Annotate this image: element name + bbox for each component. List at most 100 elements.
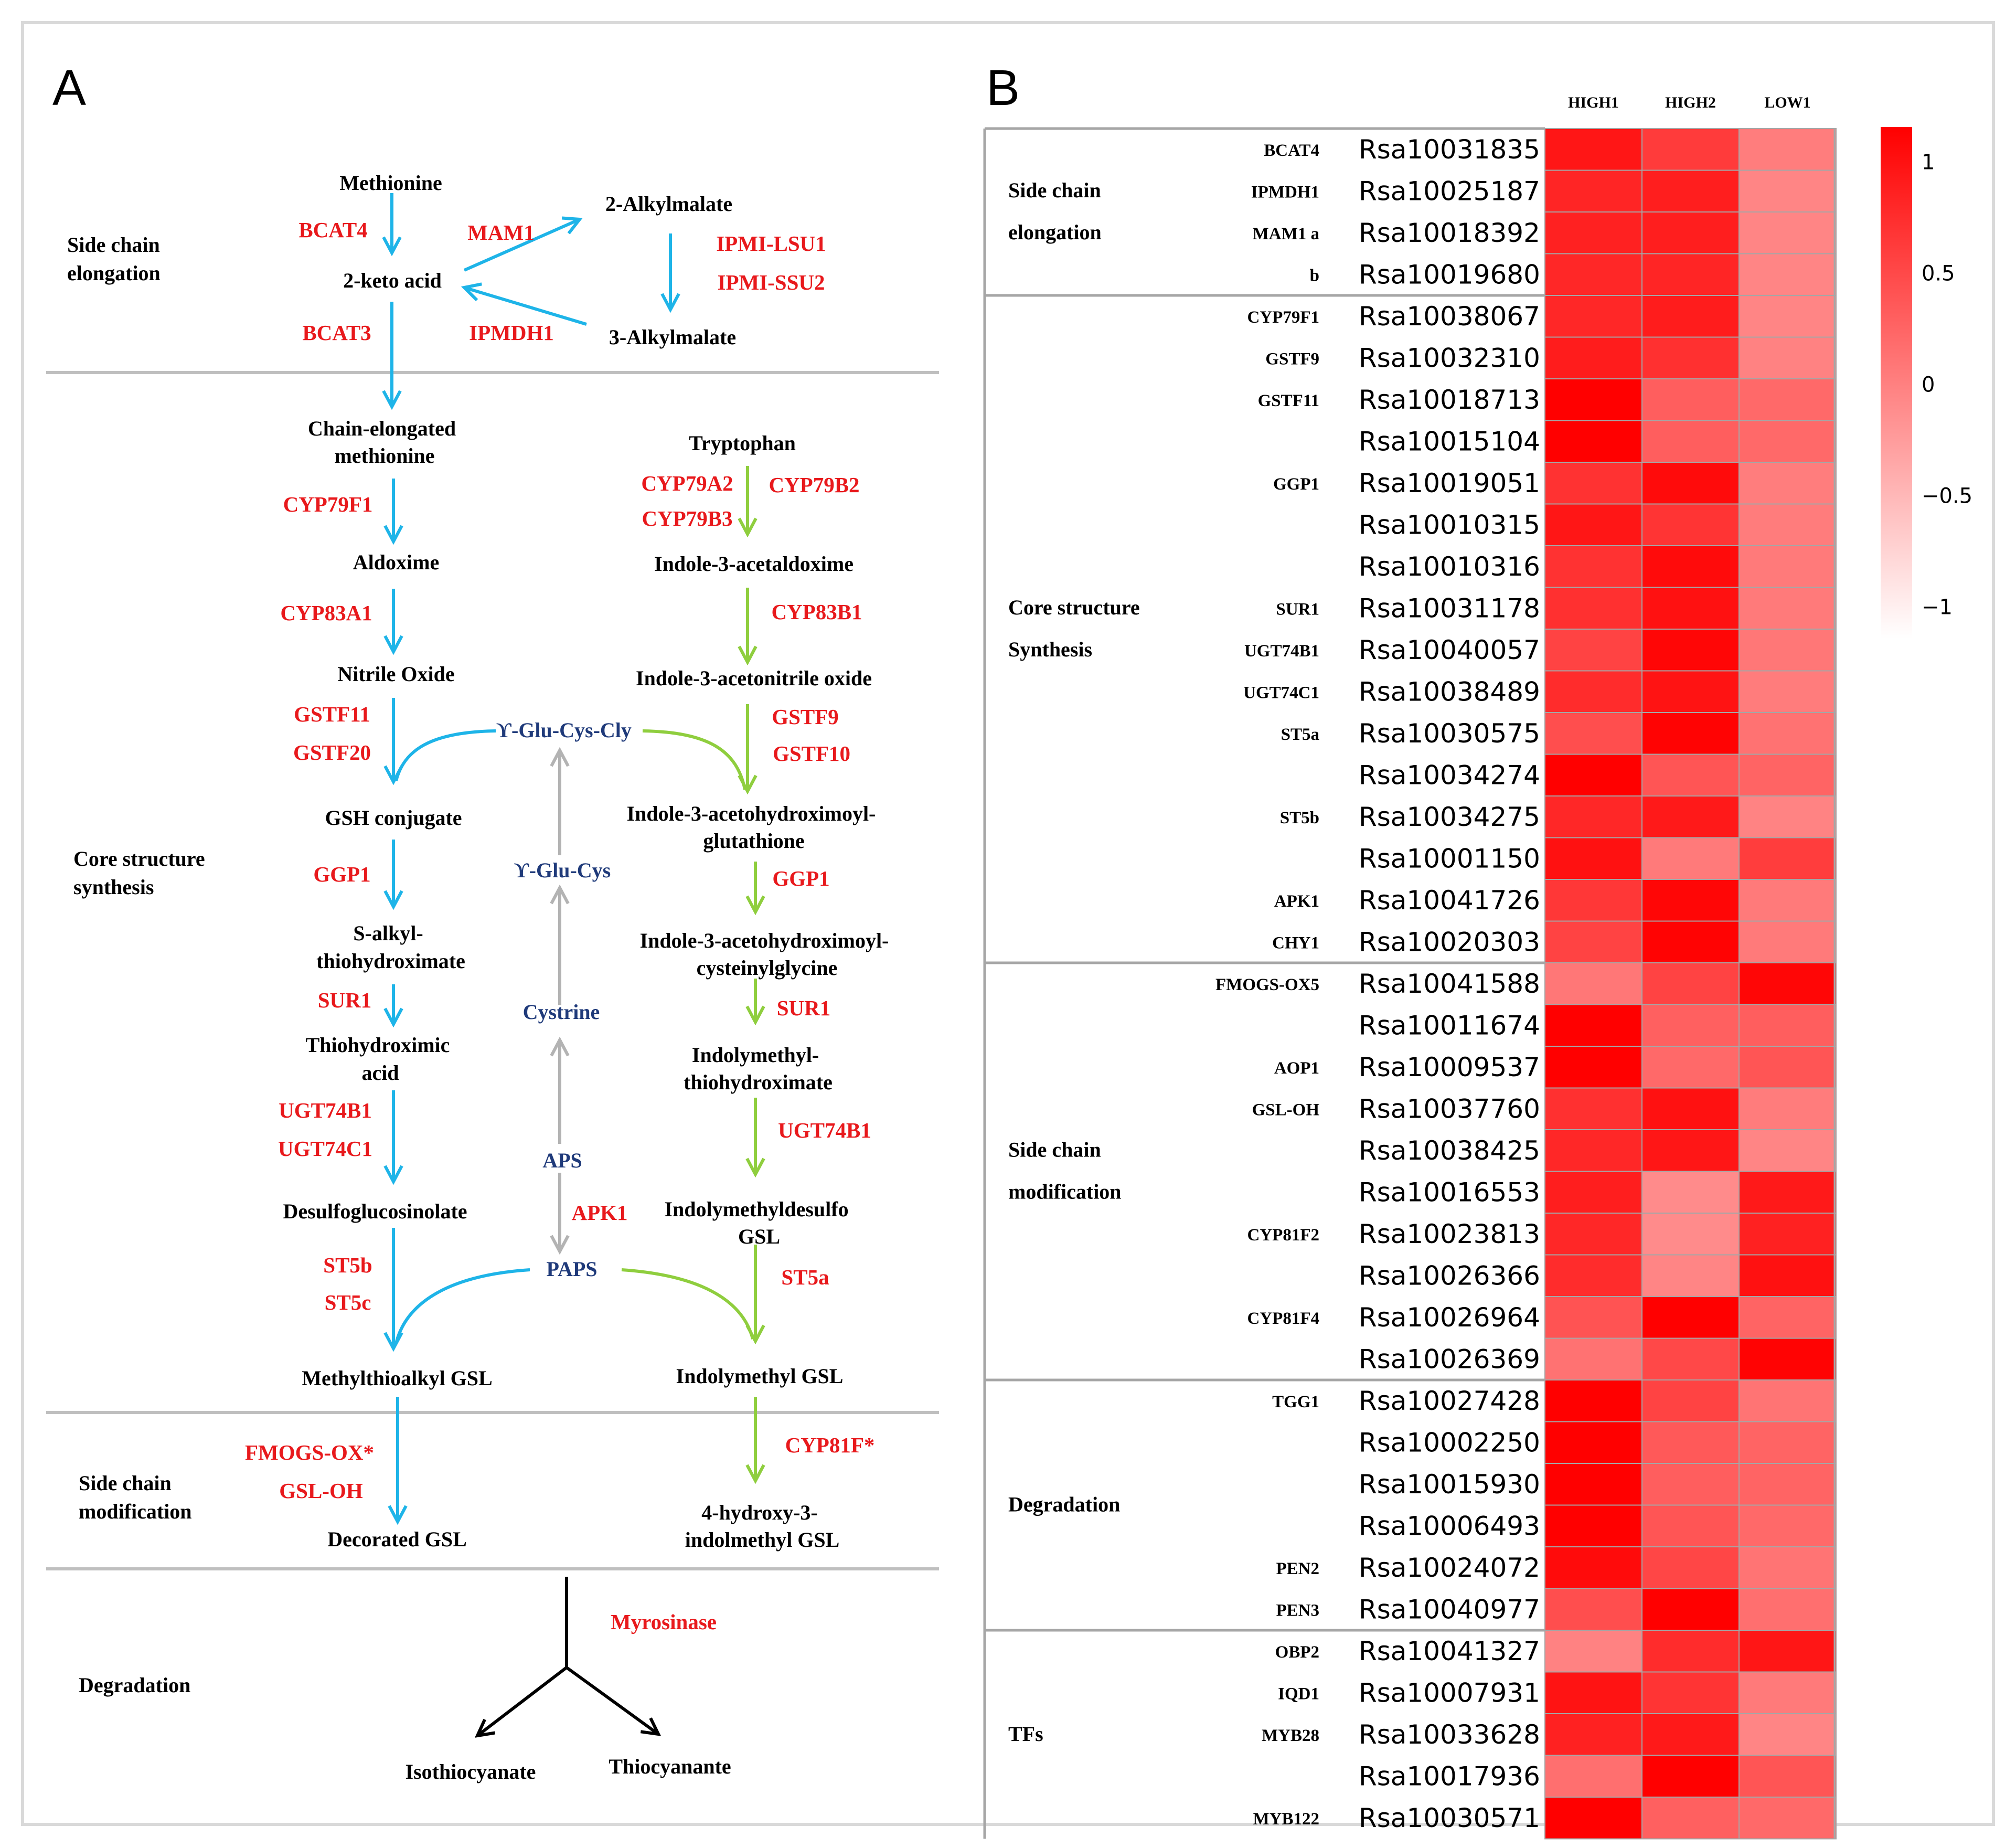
heatmap-cell: [1738, 545, 1837, 588]
heatmap-cell: [1544, 587, 1642, 630]
enzyme-bcat4: BCAT4: [298, 218, 367, 242]
heatmap-cell: [1544, 295, 1642, 338]
gene-id: Rsa10032310: [1359, 343, 1540, 373]
arrow-green-paps: [621, 1268, 754, 1340]
gene-id: Rsa10016553: [1359, 1177, 1540, 1207]
colorbar-tick: 0: [1922, 373, 1935, 397]
heatmap-cell: [1544, 169, 1642, 213]
section-core-structure-synthesis: Core structure synthesis: [73, 847, 210, 899]
gene-label: MYB122: [1253, 1810, 1320, 1829]
heatmap-cell: [1641, 1546, 1740, 1589]
enzyme-sur1-indolic: SUR1: [777, 996, 831, 1020]
gene-id: Rsa10041588: [1359, 969, 1540, 999]
heatmap-cell: [1544, 1421, 1642, 1464]
compound-aldoxime: Aldoxime: [353, 550, 439, 574]
heatmap-cell: [1738, 1504, 1837, 1547]
heatmap-cell: [1544, 1046, 1642, 1089]
enzyme-st5c: ST5c: [325, 1290, 371, 1314]
heatmap-cell: [1641, 1046, 1740, 1089]
gene-id: Rsa10023813: [1359, 1219, 1540, 1249]
cofactor-aps: APS: [542, 1149, 582, 1172]
enzyme-cyp79b2: CYP79B2: [769, 473, 859, 497]
heatmap-cell: [1738, 1004, 1837, 1047]
panel-b-heatmap: B HIGH1 HIGH2 LOW1 BCAT4 Rsa10031835 IPMDH1 Rs…: [983, 60, 1972, 1840]
enzyme-cyp79a2: CYP79A2: [641, 471, 733, 495]
gene-id: Rsa10034274: [1359, 760, 1540, 790]
heatmap-cell: [1641, 420, 1740, 463]
heatmap-cell: [1738, 1671, 1837, 1714]
heatmap-cell: [1544, 462, 1642, 505]
enzyme-ugt74c1: UGT74C1: [278, 1137, 372, 1161]
gene-label: BCAT4: [1264, 141, 1319, 160]
heatmap-cell: [1641, 1671, 1740, 1714]
heatmap-cell: [1738, 1630, 1837, 1673]
heatmap-cell: [1738, 128, 1837, 171]
heatmap-cell: [1641, 1254, 1740, 1297]
gene-id: Rsa10030575: [1359, 718, 1540, 749]
heatmap-cell: [1641, 1171, 1740, 1214]
heatmap-cell: [1738, 1421, 1837, 1464]
colorbar-tick: −1: [1922, 595, 1953, 619]
heatmap-cell: [1641, 670, 1740, 713]
heatmap-cell: [1544, 336, 1642, 379]
heatmap-cell: [1544, 211, 1642, 254]
section-degradation: Degradation: [79, 1673, 190, 1697]
gene-id: Rsa10026366: [1359, 1260, 1540, 1291]
heatmap-cell: [1641, 462, 1740, 505]
cofactor-glu-cys-cly: ϒ-Glu-Cys-Cly: [496, 718, 632, 742]
heatmap-cell: [1738, 169, 1837, 213]
compound-thiocyanante: Thiocyanante: [609, 1755, 731, 1778]
cofactor-cystrine: Cystrine: [523, 1000, 600, 1024]
heatmap-cell: [1738, 295, 1837, 338]
gene-id: Rsa10040057: [1359, 635, 1540, 665]
heatmap-cell: [1544, 670, 1642, 713]
enzyme-gstf9: GSTF9: [772, 705, 839, 729]
heatmap-cell: [1738, 1797, 1837, 1840]
heatmap-cell: [1738, 1755, 1837, 1798]
compound-4-hydroxy-3-indolmethyl-gsl: 4-hydroxy-3- indolmethyl GSL: [685, 1501, 840, 1552]
heatmap-cell: [1641, 253, 1740, 296]
heatmap-cell: [1544, 545, 1642, 588]
heatmap-cell: [1641, 879, 1740, 922]
compound-3-alkylmalate: 3-Alkylmalate: [609, 325, 736, 349]
heatmap-cell: [1544, 1671, 1642, 1714]
arrows-aliphatic-core: [393, 479, 530, 1522]
heatmap-cell: [1544, 420, 1642, 463]
gene-id: Rsa10034275: [1359, 802, 1540, 832]
gene-id: Rsa10018713: [1359, 385, 1540, 415]
heatmap-cell: [1641, 837, 1740, 880]
heatmap-cell: [1544, 1213, 1642, 1256]
enzyme-ggp1-indolic: GGP1: [772, 866, 829, 890]
heatmap-cell: [1738, 1337, 1837, 1380]
heatmap-cell: [1641, 753, 1740, 796]
section-side-chain-modification: Side chain modification: [79, 1471, 192, 1523]
heatmap-cell: [1544, 1755, 1642, 1798]
heatmap-cell: [1544, 503, 1642, 546]
heatmap-cell: [1738, 920, 1837, 963]
enzyme-myrosinase: Myrosinase: [611, 1610, 717, 1634]
group-label: elongation: [1008, 220, 1102, 244]
gene-label: ST5a: [1281, 725, 1319, 744]
arrow-blue-paps: [394, 1268, 530, 1344]
heatmap-cell: [1641, 545, 1740, 588]
colorbar-tick: 0.5: [1922, 262, 1955, 286]
heatmap-cell: [1738, 336, 1837, 379]
gene-label: FMOGS-OX5: [1215, 975, 1319, 994]
heatmap-cell: [1738, 1546, 1837, 1589]
gene-id: Rsa10030571: [1359, 1803, 1540, 1833]
heatmap-cell: [1641, 1504, 1740, 1547]
heatmap-cell: [1544, 1630, 1642, 1673]
heatmap-cell: [1641, 1337, 1740, 1380]
gene-label: UGT74C1: [1243, 683, 1319, 702]
heatmap-cell: [1544, 1296, 1642, 1339]
heatmap-cell: [1544, 795, 1642, 838]
gene-id: Rsa10037760: [1359, 1093, 1540, 1124]
heatmap-cell: [1738, 378, 1837, 421]
compound-chain-elongated-methionine: Chain-elongated methionine: [308, 417, 461, 468]
gene-id: Rsa10007931: [1359, 1677, 1540, 1708]
heatmap-cell: [1738, 1463, 1837, 1506]
gene-id: Rsa10011674: [1359, 1010, 1540, 1040]
enzyme-cyp83a1: CYP83A1: [280, 601, 372, 625]
heatmap-cell: [1544, 629, 1642, 672]
